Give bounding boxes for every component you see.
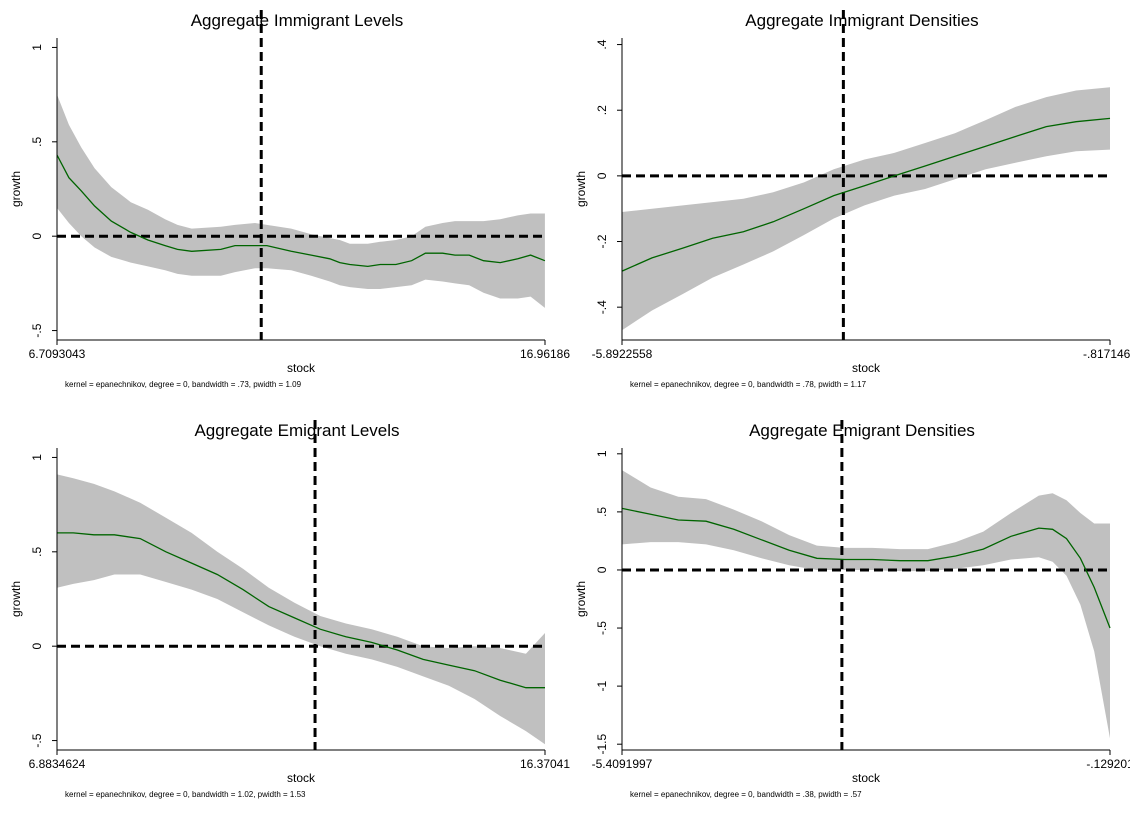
- x-tick-label: 6.8834624: [29, 757, 86, 771]
- y-axis-label: growth: [574, 581, 588, 617]
- chart-immigrant-densities: -.4 -.2 0 .2 .4 -5.8922558 -.8171461 Aggregate …: [565, 0, 1130, 409]
- y-tick-label: .4: [595, 39, 609, 49]
- chart-title: Aggregate Emigrant Densities: [749, 421, 975, 440]
- chart-emigrant-densities: -1.5 -1 -.5 0 .5 1 -5.4091997 -.129201 Aggregate…: [565, 410, 1130, 819]
- y-tick-label: -.2: [595, 234, 609, 248]
- y-tick-label: .5: [30, 136, 44, 146]
- confidence-band: [622, 87, 1110, 331]
- x-axis-label: stock: [287, 361, 316, 375]
- y-tick-label: 0: [595, 172, 609, 179]
- x-tick-label: -.129201: [1086, 757, 1130, 771]
- chart-svg: -1.5 -1 -.5 0 .5 1 -5.4091997 -.129201 Aggregate…: [574, 420, 1130, 799]
- y-axis-label: growth: [9, 171, 23, 207]
- chart-title: Aggregate Emigrant Levels: [194, 421, 399, 440]
- y-tick-label: 0: [30, 643, 44, 650]
- y-tick-label: .2: [595, 105, 609, 115]
- smoothing-note: kernel = epanechnikov, degree = 0, bandw…: [630, 790, 862, 799]
- y-tick-label: -.5: [30, 733, 44, 747]
- chart-immigrant-levels: -.5 0 .5 1 6.7093043 16.96186 Aggregate Immigr…: [0, 0, 570, 409]
- y-axis-label: growth: [574, 171, 588, 207]
- x-axis-label: stock: [852, 361, 881, 375]
- x-axis-label: stock: [287, 771, 316, 785]
- x-axis-label: stock: [852, 771, 881, 785]
- y-tick-label: 1: [30, 454, 44, 461]
- smoothing-note: kernel = epanechnikov, degree = 0, bandw…: [630, 380, 867, 389]
- smoothed-line: [57, 532, 545, 689]
- chart-svg: -.5 0 .5 1 6.7093043 16.96186 Aggregate Immigr…: [9, 10, 570, 389]
- x-tick-label: 6.7093043: [29, 347, 86, 361]
- y-tick-label: -.4: [595, 300, 609, 314]
- chart-title: Aggregate Immigrant Densities: [745, 11, 978, 30]
- smoothed-line: [56, 154, 546, 268]
- chart-svg: -.5 0 .5 1 6.8834624 16.37041 Aggregate Emigra…: [9, 420, 570, 799]
- x-tick-label: -5.4091997: [592, 757, 653, 771]
- x-tick-label: 16.37041: [520, 757, 570, 771]
- confidence-band: [57, 94, 545, 308]
- x-tick-label: -.8171461: [1083, 347, 1130, 361]
- chart-svg: -.4 -.2 0 .2 .4 -5.8922558 -.8171461 Aggregate …: [574, 10, 1130, 389]
- y-tick-label: -1.5: [595, 734, 609, 755]
- confidence-band: [57, 474, 545, 745]
- y-tick-label: -.5: [30, 323, 44, 337]
- chart-title: Aggregate Immigrant Levels: [191, 11, 404, 30]
- y-tick-label: 1: [595, 450, 609, 457]
- smoothing-note: kernel = epanechnikov, degree = 0, bandw…: [65, 790, 306, 799]
- x-tick-label: -5.8922558: [592, 347, 653, 361]
- y-tick-label: .5: [595, 507, 609, 517]
- confidence-band: [622, 470, 1110, 739]
- y-tick-label: -.5: [595, 621, 609, 635]
- y-axis-label: growth: [9, 581, 23, 617]
- smoothing-note: kernel = epanechnikov, degree = 0, bandw…: [65, 380, 302, 389]
- y-tick-label: 1: [30, 44, 44, 51]
- x-tick-label: 16.96186: [520, 347, 570, 361]
- chart-emigrant-levels: -.5 0 .5 1 6.8834624 16.37041 Aggregate Emigra…: [0, 410, 570, 819]
- smoothed-line: [621, 507, 1111, 629]
- y-tick-label: 0: [30, 233, 44, 240]
- y-tick-label: 0: [595, 566, 609, 573]
- y-tick-label: -1: [595, 680, 609, 691]
- y-tick-label: .5: [30, 546, 44, 556]
- smoothed-line: [621, 117, 1111, 272]
